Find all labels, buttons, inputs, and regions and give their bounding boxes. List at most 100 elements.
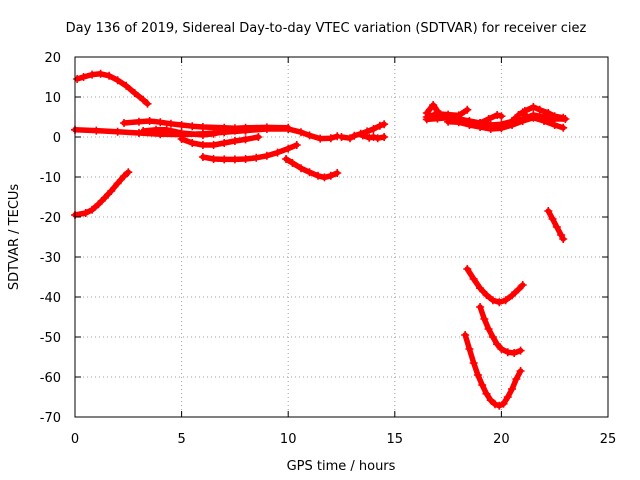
data-point [130,89,139,97]
data-point [486,125,495,133]
series-line [72,169,132,218]
data-point [482,291,491,299]
series-trace [358,131,389,143]
x-tick-label: 20 [493,432,510,447]
data-point [314,171,323,180]
data-point [284,123,293,132]
data-point [514,111,523,119]
data-point [358,131,367,140]
data-point [156,118,165,127]
data-point [514,285,523,294]
data-point [220,139,229,147]
data-point [209,129,218,138]
data-point [350,131,359,140]
data-point [316,134,325,143]
series-line [477,304,524,356]
data-point [488,296,497,305]
axis-ticks [74,56,609,418]
data-point [162,125,171,134]
data-point [478,381,487,389]
data-point [326,134,335,143]
data-point [473,371,482,379]
series-trace [520,103,568,122]
data-point [461,331,470,339]
data-point [454,118,463,127]
data-point [198,131,207,139]
data-series [71,69,570,410]
data-point [518,281,527,289]
data-point [333,169,342,177]
series-line [74,71,151,107]
data-point [491,400,500,409]
data-point [484,115,493,123]
x-tick-labels: 0 5 10 15 20 25 [71,432,616,447]
series-trace [177,133,263,149]
y-tick-label: -60 [40,371,61,386]
data-point [296,128,305,137]
x-tick-label: 10 [280,432,297,447]
data-point [113,179,122,188]
data-point [81,209,90,217]
data-point [516,367,525,375]
data-point [480,315,489,323]
data-point [476,119,485,127]
data-point [516,346,525,355]
data-point [559,235,568,243]
data-point [375,121,384,130]
data-point [262,151,271,160]
x-tick-label: 0 [71,432,79,447]
data-point [209,141,218,149]
data-point [120,172,129,181]
data-point [346,134,355,143]
data-point [337,133,346,141]
data-point [145,117,154,125]
data-point [465,121,474,129]
data-point [369,125,378,133]
y-tick-labels: 20 10 0 -10 -20 -30 -40 -50 -60 -70 [40,51,61,426]
data-point [512,375,521,383]
data-point [465,345,474,353]
data-point [177,121,186,129]
data-point [373,134,382,143]
data-point [433,114,442,123]
series-line [283,156,340,181]
data-point [493,111,502,119]
data-point [518,117,527,125]
data-point [188,139,197,147]
data-point [497,345,506,353]
data-point [113,76,122,85]
data-point [230,155,239,164]
data-point [292,141,301,149]
data-point [463,105,472,114]
data-point [535,105,544,114]
series-trace [461,331,525,410]
data-point [284,144,293,153]
data-point [220,127,229,136]
data-point [550,112,559,121]
data-point [220,155,229,164]
grid-lines [75,57,608,417]
data-point [230,137,239,145]
data-point [188,122,197,131]
data-point [497,124,506,133]
data-point [100,193,109,202]
x-axis-title: GPS time / hours [287,459,396,474]
data-point [503,393,512,401]
y-tick-label: 20 [44,51,61,66]
data-point [139,95,148,104]
data-point [495,298,504,307]
data-point [96,69,105,78]
data-point [476,303,485,311]
data-point [105,71,114,80]
y-tick-label: -50 [40,331,61,346]
data-point [497,112,506,121]
chart-title: Day 136 of 2019, Sidereal Day-to-day VTE… [66,21,587,36]
data-point [73,75,82,83]
data-point [550,121,559,129]
data-point [469,359,478,367]
data-point [486,396,495,405]
data-point [326,171,335,180]
series-trace [139,125,250,139]
data-point [508,117,517,125]
series-trace [282,155,342,182]
